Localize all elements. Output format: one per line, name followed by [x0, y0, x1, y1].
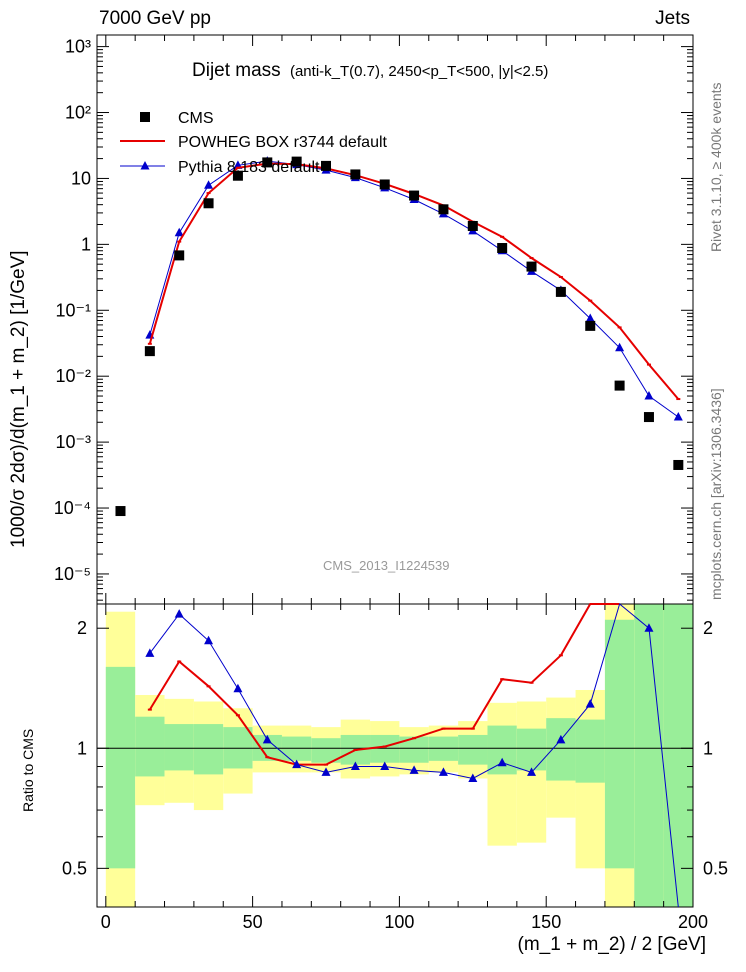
x-tick-label: 150 [531, 912, 561, 932]
cms-point [115, 506, 126, 517]
ratio-pythia-point [527, 767, 537, 776]
pythia-point [673, 412, 683, 421]
main-y-tick-label: 10² [65, 103, 91, 123]
uncertainty-bands [105, 604, 693, 907]
band-green-14 [516, 728, 547, 771]
series-cms [115, 156, 684, 517]
cms-point [262, 157, 273, 168]
ratio-y-tick-label: 0.5 [62, 858, 87, 878]
ratio-pythia-point [497, 757, 507, 767]
cms-point [379, 179, 390, 190]
pythia-point [204, 180, 214, 189]
plot-subtitle: (anti-k_T(0.7), 2450<p_T<500, |y|<2.5) [289, 63, 549, 80]
x-tick-label: 100 [384, 912, 414, 932]
main-y-tick-label: 10 [71, 168, 91, 188]
ratio-pythia-point [409, 765, 419, 774]
band-green-1 [135, 716, 165, 777]
cms-point [497, 243, 508, 254]
ratio-pythia-point [204, 635, 214, 645]
band-green-16 [575, 719, 605, 783]
cms-point [203, 198, 214, 209]
ratio-series-powheg [147, 603, 620, 766]
ratio-pythia-point [585, 699, 595, 708]
band-green-19 [663, 604, 693, 907]
ratio-series-pythia [145, 603, 679, 908]
x-axis-label: (m_1 + m_2) / 2 [GeV] [517, 934, 707, 955]
ratio-y-tick-label-right: 1 [703, 738, 713, 758]
cms-point [409, 190, 420, 201]
ratio-pythia-point [556, 734, 566, 744]
pythia-point [174, 227, 184, 237]
legend: CMS POWHEG BOX r3744 default Pythia 8.183 … [120, 110, 388, 176]
cms-point [438, 204, 449, 215]
cms-point [555, 286, 566, 297]
main-y-tick-label: 10⁻³ [55, 432, 91, 452]
cms-point [174, 250, 185, 261]
band-green-3 [193, 724, 224, 775]
legend-pythia-marker [140, 161, 150, 170]
watermark: CMS_2013_I1224539 [323, 558, 450, 573]
pythia-point [585, 313, 595, 323]
ratio-y-tick-label: 1 [77, 738, 87, 758]
cms-point [673, 459, 684, 470]
cms-point [467, 220, 478, 231]
ratio-y-tick-label-right: 0.5 [703, 858, 728, 878]
legend-label-1: POWHEG BOX r3744 default [178, 134, 388, 151]
main-y-tick-label: 10⁻⁵ [54, 564, 91, 584]
ratio-pythia-point [233, 683, 243, 693]
ratio-pythia-point [321, 767, 331, 776]
cms-point [232, 170, 243, 181]
legend-cms-marker [140, 112, 150, 122]
x-tick-label: 200 [678, 912, 708, 932]
ratio-frame [96, 603, 694, 908]
cms-point [350, 169, 361, 180]
legend-label-2: Pythia 8.183 default [178, 159, 320, 176]
pythia-point [644, 391, 654, 400]
ratio-pythia-point [380, 761, 390, 771]
main-y-tick-label: 10⁻¹ [55, 300, 91, 320]
ratio-pythia-point [644, 623, 654, 632]
cms-point [526, 261, 537, 272]
ratio-y-tick-label: 2 [77, 618, 87, 638]
x-tick-label: 50 [243, 912, 263, 932]
plot-title-main: Dijet mass [192, 60, 281, 81]
ratio-pythia-point [292, 759, 302, 769]
ratio-pythia-point [174, 609, 184, 618]
cms-point [585, 320, 596, 331]
cms-point [321, 160, 332, 171]
x-tick-label: 0 [101, 912, 111, 932]
band-green-12 [458, 734, 488, 765]
band-green-0 [105, 666, 136, 869]
cms-point [614, 380, 625, 391]
main-y-tick-label: 10⁻⁴ [54, 498, 91, 518]
pythia-point [615, 342, 625, 352]
ratio-pythia-point [468, 773, 478, 782]
legend-label-0: CMS [178, 110, 214, 127]
header-right: Jets [655, 8, 690, 29]
cms-point [144, 346, 155, 357]
band-green-18 [634, 604, 664, 907]
axis-ticks: 0 50 100 150 20010⁻⁵10⁻⁴10⁻³10⁻²10⁻¹11010²10… [54, 35, 728, 932]
main-y-tick-label: 1 [81, 234, 91, 254]
ratio-y-tick-label-right: 2 [703, 618, 713, 638]
ratio-pythia-point [350, 761, 360, 771]
ratio-pythia-point [262, 734, 272, 744]
cms-point [291, 156, 302, 167]
band-green-2 [164, 724, 194, 771]
ratio-pythia-point [438, 767, 448, 776]
main-y-tick-label: 10³ [65, 37, 91, 57]
cms-point [643, 412, 654, 423]
main-y-tick-label: 10⁻² [55, 366, 91, 386]
band-green-9 [370, 734, 400, 763]
band-green-17 [604, 619, 635, 869]
ratio-pythia-point [145, 648, 155, 657]
header-left: 7000 GeV pp [99, 8, 211, 29]
band-green-13 [487, 725, 517, 775]
plot-title: Dijet mass (anti-k_T(0.7), 2450<p_T<500,… [192, 60, 548, 82]
